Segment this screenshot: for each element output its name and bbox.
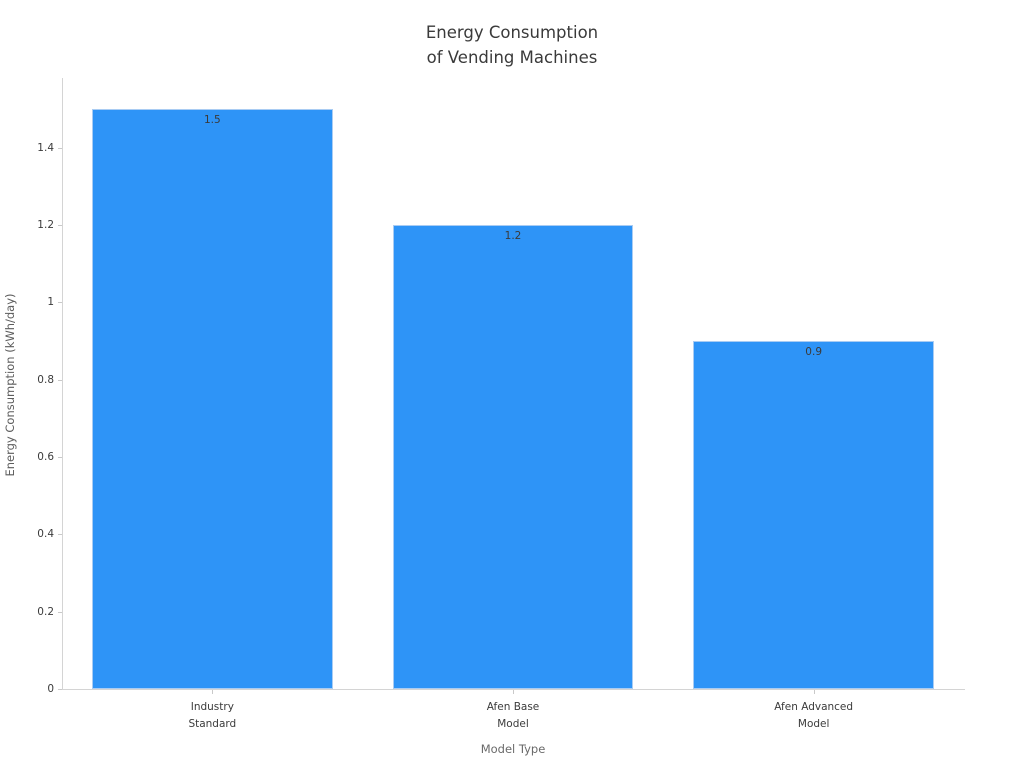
- y-axis-tick: [58, 611, 62, 613]
- bar-value-label: 1.5: [203, 113, 221, 126]
- y-tick-label: 0.6: [37, 450, 54, 463]
- y-axis-line: [62, 78, 63, 690]
- bar-value-label: 1.2: [504, 229, 522, 242]
- y-tick-label: 0: [47, 683, 54, 695]
- y-axis-tick: [58, 379, 62, 381]
- y-tick-label: 0.2: [37, 605, 54, 618]
- x-tick-label: Afen Base Model: [486, 701, 540, 730]
- x-axis-tick: [212, 690, 214, 694]
- x-axis-tick: [513, 690, 514, 694]
- bar: [92, 108, 333, 689]
- y-axis-tick: [58, 302, 62, 304]
- y-tick-label: 1: [47, 296, 54, 309]
- x-tick-label: Industry Standard: [188, 701, 237, 730]
- y-axis-tick: [58, 689, 62, 690]
- bar: [693, 340, 934, 689]
- bar-value-label: 0.9: [805, 345, 822, 358]
- bar: [392, 224, 634, 689]
- y-tick-label: 1.2: [37, 218, 54, 231]
- y-tick-label: 0.8: [37, 373, 54, 386]
- x-tick-label: Afen Advanced Model: [774, 701, 854, 730]
- y-axis-tick: [58, 456, 62, 458]
- x-axis-tick: [813, 690, 815, 694]
- y-axis-tick: [58, 147, 62, 149]
- chart-title: Energy Consumption of Vending Machines: [425, 23, 599, 67]
- x-axis-label: Model Type: [480, 742, 546, 756]
- x-axis-line: [62, 689, 965, 690]
- y-tick-label: 0.4: [37, 528, 54, 541]
- y-axis-tick: [58, 224, 62, 226]
- y-tick-label: 1.4: [37, 141, 54, 154]
- y-axis-tick: [58, 534, 62, 536]
